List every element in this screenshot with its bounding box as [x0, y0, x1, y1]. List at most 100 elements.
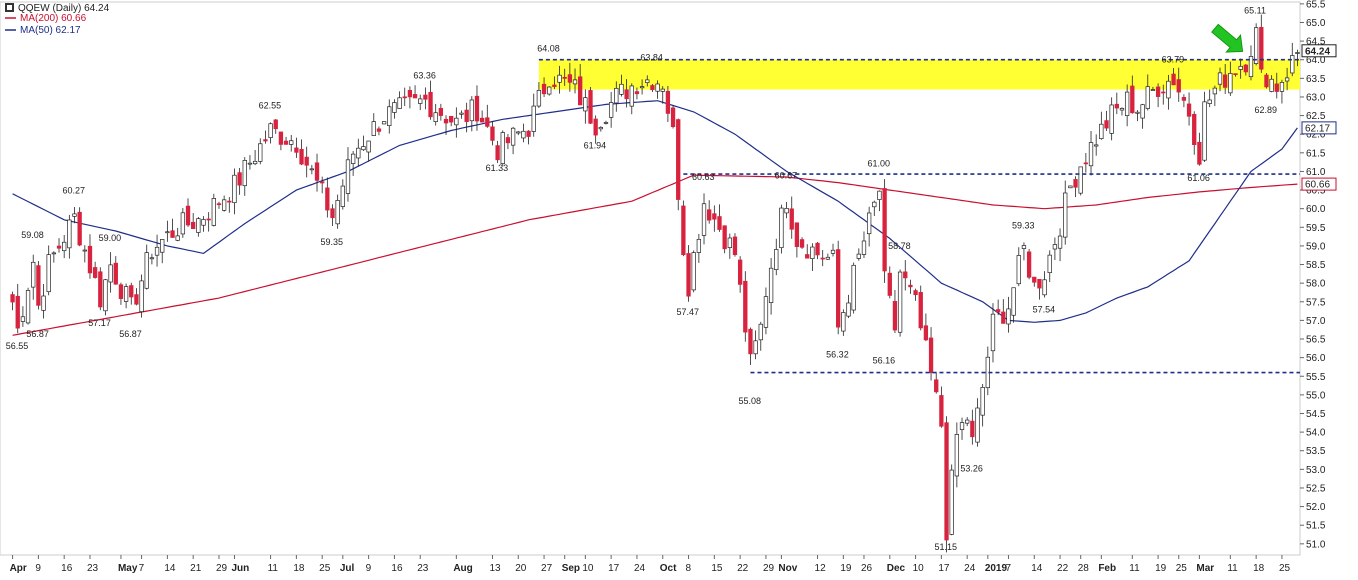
candle — [206, 212, 211, 232]
last-price-box-label: 64.24 — [1305, 46, 1330, 57]
candle — [1104, 110, 1109, 131]
y-tick-label: 65.0 — [1306, 18, 1326, 29]
candle — [314, 153, 320, 192]
candle-body — [376, 128, 382, 132]
price-annotation: 59.33 — [1012, 221, 1035, 231]
candle — [1192, 111, 1197, 155]
candle — [263, 130, 268, 144]
candle-body — [304, 156, 309, 166]
candle — [1181, 94, 1187, 108]
candle-body — [221, 199, 227, 211]
candle-body — [903, 271, 908, 279]
x-tick-label: 22 — [737, 563, 749, 574]
candle-body — [490, 126, 495, 141]
candle — [154, 234, 160, 267]
candle — [928, 327, 934, 381]
candle — [1063, 180, 1068, 245]
candle — [82, 245, 87, 263]
candle — [227, 197, 232, 213]
candle-body — [614, 87, 619, 104]
candle-body — [485, 117, 490, 127]
candle — [397, 91, 402, 109]
candle-body — [340, 185, 345, 207]
x-tick-label: 16 — [391, 563, 403, 574]
candle-body — [1016, 255, 1021, 285]
candle-body — [1068, 185, 1073, 189]
y-tick-label: 61.5 — [1306, 148, 1326, 159]
candle-body — [1026, 251, 1032, 278]
candle — [541, 77, 547, 98]
candle-body — [423, 94, 428, 100]
candle-body — [928, 337, 934, 374]
candle-body — [763, 296, 769, 328]
price-annotation: 53.26 — [960, 464, 983, 474]
candle — [1253, 23, 1259, 66]
candle-body — [31, 261, 36, 288]
candle-body — [46, 254, 51, 293]
candle-body — [552, 84, 557, 87]
candle — [1094, 134, 1099, 156]
candle-body — [939, 395, 944, 427]
candle-body — [123, 286, 129, 302]
y-tick-label: 64.5 — [1306, 37, 1326, 48]
ma50-value-box: 62.17 — [1301, 121, 1337, 135]
y-tick-label: 52.0 — [1306, 502, 1326, 513]
candle-body — [624, 89, 629, 100]
candle-body — [908, 284, 913, 288]
candle-body — [113, 262, 118, 285]
annotation-layer: 56.55 59.08 56.87 60.27 57.17 59.00 56.87 62.55… — [6, 5, 1277, 552]
price-annotation: 51.15 — [935, 542, 958, 552]
candle-body — [180, 212, 186, 235]
x-tick-label: 25 — [1279, 563, 1291, 574]
candle — [995, 299, 1001, 316]
candle — [1290, 42, 1295, 77]
x-tick-label: 18 — [1253, 563, 1265, 574]
candle-body — [211, 198, 216, 226]
candle — [87, 234, 93, 279]
candle-body — [196, 218, 201, 233]
candle — [753, 330, 758, 360]
x-tick-label: 14 — [1031, 563, 1043, 574]
candle-body — [1124, 91, 1130, 117]
x-tick-label: Sep — [562, 563, 580, 574]
candle — [768, 258, 774, 315]
candle-body — [1233, 73, 1238, 75]
candle-body — [232, 174, 237, 204]
candle — [1217, 67, 1223, 92]
last-price-box: 64.24 — [1301, 44, 1337, 58]
candle — [134, 288, 139, 306]
candle — [882, 179, 887, 283]
candle — [908, 279, 913, 294]
candle-body — [727, 237, 732, 248]
price-annotation: 55.08 — [738, 396, 761, 406]
price-annotation: 61.94 — [584, 140, 607, 150]
candle-body — [805, 254, 810, 259]
x-tick-label: 8 — [686, 563, 692, 574]
candle — [387, 99, 392, 134]
candle — [175, 227, 180, 242]
candle — [1155, 83, 1161, 108]
candle — [866, 206, 872, 247]
candle — [614, 81, 619, 112]
candle — [1238, 58, 1243, 79]
candle — [1150, 86, 1156, 91]
candle — [454, 107, 459, 138]
candle — [712, 205, 717, 232]
candle — [464, 102, 469, 133]
candle — [495, 140, 500, 164]
candle — [959, 417, 965, 440]
candle — [392, 99, 397, 119]
candle-body — [1063, 192, 1068, 238]
candle-body — [1073, 179, 1078, 188]
candle-body — [670, 107, 676, 127]
ma200-value-box: 60.66 — [1301, 177, 1337, 191]
candle — [1274, 72, 1279, 99]
candle — [939, 386, 944, 428]
y-tick-label: 64.0 — [1306, 55, 1326, 66]
y-tick-label: 53.5 — [1306, 446, 1326, 457]
x-tick-label: 11 — [1227, 563, 1238, 574]
candle — [423, 87, 428, 110]
candle-body — [62, 241, 67, 252]
candle-body — [676, 119, 681, 200]
x-tick-label: Mar — [1196, 563, 1214, 574]
